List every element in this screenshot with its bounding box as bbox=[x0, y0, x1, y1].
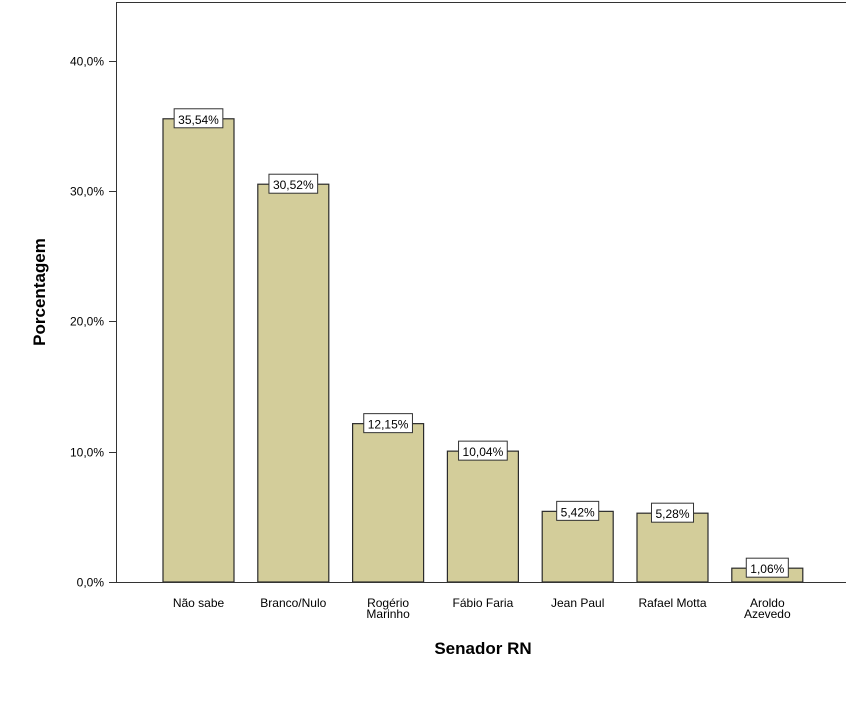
bars bbox=[162, 118, 804, 583]
data-label-box bbox=[458, 440, 508, 461]
bar bbox=[541, 510, 614, 583]
data-label-box bbox=[745, 557, 789, 578]
data-label-box bbox=[268, 173, 319, 194]
data-label: 5,28% bbox=[650, 502, 695, 523]
data-label-text: 30,52% bbox=[273, 178, 314, 192]
bar bbox=[636, 512, 709, 583]
y-tick-label: 40,0% bbox=[70, 55, 104, 69]
x-tick-label: Rogério Marinho bbox=[366, 596, 410, 621]
x-tick-label: Jean Paul bbox=[551, 596, 604, 610]
y-tick-label: 10,0% bbox=[70, 446, 104, 460]
x-axis-title: Senador RN bbox=[434, 639, 531, 658]
data-label-box bbox=[556, 500, 600, 521]
x-tick-label: Rafael Motta bbox=[638, 596, 706, 610]
y-tick-label: 20,0% bbox=[70, 315, 104, 329]
data-label-text: 5,42% bbox=[561, 505, 595, 519]
bar bbox=[257, 183, 330, 583]
bar bbox=[352, 423, 425, 583]
bar bbox=[162, 118, 235, 583]
x-tick-label: Não sabe bbox=[173, 596, 225, 610]
data-label-box bbox=[650, 502, 695, 523]
y-tick-label: 0,0% bbox=[77, 576, 105, 590]
data-label-text: 10,04% bbox=[463, 445, 504, 459]
data-label-text: 35,54% bbox=[178, 113, 219, 127]
data-label: 5,42% bbox=[556, 500, 600, 521]
data-label-box bbox=[173, 108, 224, 129]
y-tick-label: 30,0% bbox=[70, 185, 104, 199]
x-tick-label: Aroldo Azevedo bbox=[744, 596, 791, 621]
bar bbox=[446, 450, 519, 583]
y-axis-ticks: 0,0% 10,0% 20,0% 30,0% 40,0% bbox=[70, 55, 116, 590]
data-label: 12,15% bbox=[363, 413, 413, 434]
data-label: 10,04% bbox=[458, 440, 508, 461]
data-label-text: 1,06% bbox=[750, 562, 784, 576]
data-label: 35,54% bbox=[173, 108, 224, 129]
x-tick-label: Fábio Faria bbox=[453, 596, 514, 610]
data-labels: 35,54% 30,52% 12,15% 10,04% 5,42% 5,28% 1,06% bbox=[173, 108, 789, 578]
data-label: 30,52% bbox=[268, 173, 319, 194]
data-label-text: 5,28% bbox=[655, 507, 689, 521]
data-label-text: 12,15% bbox=[368, 418, 409, 432]
data-label: 1,06% bbox=[745, 557, 789, 578]
x-axis-categories: Não sabe Branco/Nulo Rogério Marinho Fábio F… bbox=[173, 596, 791, 621]
x-tick-label: Branco/Nulo bbox=[260, 596, 326, 610]
y-axis-title: Porcentagem bbox=[30, 238, 49, 346]
data-label-box bbox=[363, 413, 413, 434]
